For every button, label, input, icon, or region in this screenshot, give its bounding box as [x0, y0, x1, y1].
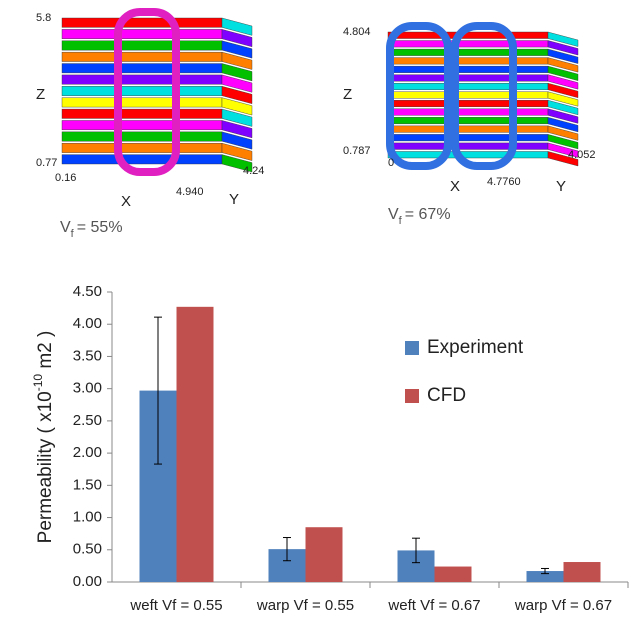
y-tick-label: 0.50	[73, 541, 102, 558]
render-axis-label: Y	[229, 191, 239, 208]
y-axis-title: Permeability ( x10-10 m2 )	[31, 331, 56, 544]
y-tick-label: 1.50	[73, 476, 102, 493]
y-tick-label: 4.00	[73, 315, 102, 332]
render-strand	[62, 29, 222, 38]
render-axis-label: Y	[556, 178, 566, 195]
render-strand	[388, 126, 548, 133]
vf-subscript: f	[399, 215, 403, 227]
y-axis-title-part: Permeability ( x10	[35, 391, 56, 543]
render-strand	[388, 143, 548, 150]
render-axis-label: 0.787	[343, 145, 371, 157]
render-strand	[388, 66, 548, 73]
y-tick-label: 3.00	[73, 380, 102, 397]
vf-symbol: V	[388, 206, 399, 223]
render-axis-label: Z	[343, 86, 352, 103]
render-strand	[62, 64, 222, 73]
vf-symbol: V	[60, 219, 71, 236]
x-tick-label: weft Vf = 0.67	[387, 597, 480, 614]
render-strand	[62, 52, 222, 61]
render-strand	[388, 32, 548, 39]
legend-label: CFD	[427, 385, 466, 406]
bar	[435, 567, 472, 582]
render-strand	[62, 132, 222, 141]
render-strand	[388, 100, 548, 107]
y-axis-title-sup: -10	[31, 374, 45, 392]
legend-swatch	[405, 389, 419, 403]
volume-fraction: Vf= 67%	[388, 206, 451, 227]
bar	[564, 562, 601, 582]
render-axis-label: Z	[36, 86, 45, 103]
render-axis-label: 0.77	[36, 157, 57, 169]
render-strand	[388, 151, 548, 158]
legend-label: Experiment	[427, 337, 524, 358]
render-strand	[62, 86, 222, 95]
render-strand	[62, 75, 222, 84]
render-strand	[62, 98, 222, 107]
x-tick-label: weft Vf = 0.55	[129, 597, 222, 614]
render-axis-label: 0.16	[55, 172, 76, 184]
render-strand	[388, 75, 548, 82]
render-strand	[62, 18, 222, 27]
render-strand	[62, 155, 222, 164]
render-axis-label: X	[450, 178, 460, 195]
render-strand	[388, 83, 548, 90]
x-tick-label: warp Vf = 0.55	[256, 597, 354, 614]
vf-subscript: f	[71, 228, 75, 240]
vf-text: = 67%	[405, 206, 451, 223]
bar	[177, 307, 214, 582]
render-strand	[388, 41, 548, 48]
render-axis-label: 4.052	[568, 149, 596, 161]
render-axis-label: 4.24	[243, 165, 264, 177]
render-axis-label: 4.804	[343, 26, 371, 38]
render-strand	[388, 134, 548, 141]
chart: Permeability ( x10-10 m2 ) 0.00 0.50 1.00 1.…	[31, 283, 628, 614]
render-axis-label: 4.940	[176, 186, 204, 198]
render-strand	[62, 143, 222, 152]
render-axis-label: 5.8	[36, 12, 51, 24]
render-axis-label: 0	[388, 157, 394, 169]
y-tick-label: 2.00	[73, 444, 102, 461]
render-strand	[388, 49, 548, 56]
legend-swatch	[405, 341, 419, 355]
render-strand	[62, 41, 222, 50]
volume-fraction: Vf= 55%	[60, 219, 123, 240]
render-strand	[388, 58, 548, 65]
render-strand	[388, 109, 548, 116]
y-axis-title-part: m2 )	[35, 331, 56, 374]
x-tick-label: warp Vf = 0.67	[514, 597, 612, 614]
y-tick-label: 3.50	[73, 347, 102, 364]
render-axis-label: 4.7760	[487, 176, 521, 188]
vf-text: = 55%	[77, 219, 123, 236]
render-axis-label: X	[121, 193, 131, 210]
render-strand	[62, 120, 222, 129]
y-tick-label: 0.00	[73, 573, 102, 590]
render-strand	[62, 109, 222, 118]
render-strand	[388, 117, 548, 124]
figure: 5.8Z0.770.16X4.9404.24YVf= 55%4.804Z0.78…	[0, 0, 638, 617]
y-tick-label: 1.00	[73, 509, 102, 526]
render-strand	[388, 92, 548, 99]
bar	[306, 527, 343, 582]
y-tick-label: 4.50	[73, 283, 102, 300]
y-tick-label: 2.50	[73, 412, 102, 429]
